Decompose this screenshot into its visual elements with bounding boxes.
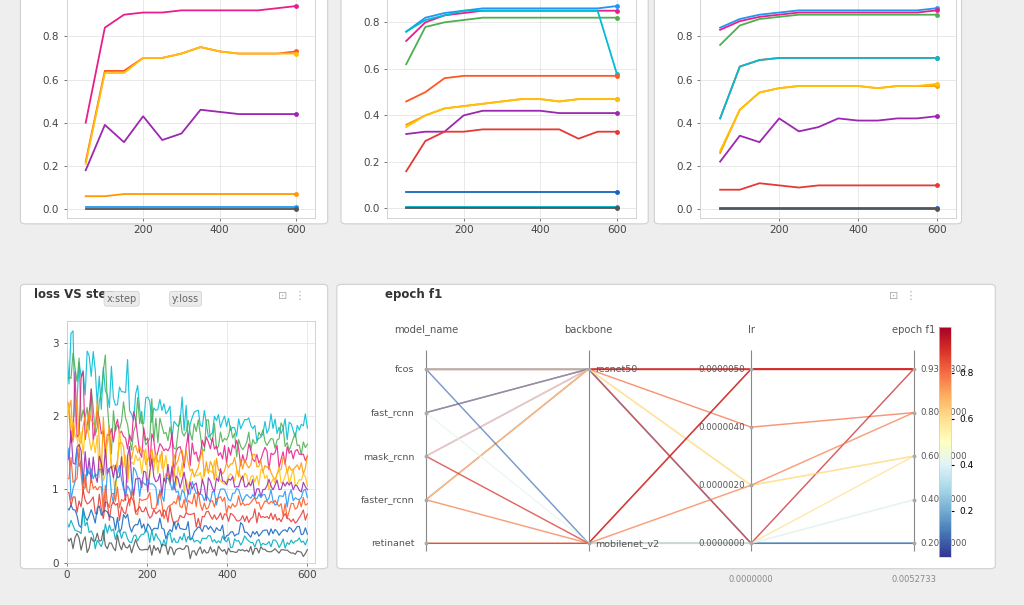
Text: loss VS step: loss VS step <box>34 289 115 301</box>
Text: ⊡  ⋮: ⊡ ⋮ <box>278 291 305 301</box>
Text: mask_rcnn: mask_rcnn <box>364 452 415 460</box>
Text: backbone: backbone <box>564 325 612 335</box>
Text: x:step: x:step <box>106 293 137 304</box>
Text: epoch f1: epoch f1 <box>892 325 935 335</box>
Text: fast_rcnn: fast_rcnn <box>371 408 415 417</box>
Text: 0.8000000: 0.8000000 <box>921 408 967 417</box>
Text: 0.6000000: 0.6000000 <box>921 452 967 460</box>
Text: 0.4000000: 0.4000000 <box>921 495 967 504</box>
Text: 0.0052733: 0.0052733 <box>891 575 936 584</box>
Text: 0.2000000: 0.2000000 <box>921 539 967 548</box>
Text: lr: lr <box>748 325 755 335</box>
Text: fcos: fcos <box>395 365 415 373</box>
Text: 0.0000000: 0.0000000 <box>698 539 744 548</box>
Text: 0.0000020: 0.0000020 <box>698 481 744 489</box>
Text: 0.0000040: 0.0000040 <box>698 423 744 431</box>
Text: retinanet: retinanet <box>371 539 415 548</box>
Text: mobilenet_v2: mobilenet_v2 <box>595 539 659 548</box>
Text: ⊡  ⋮: ⊡ ⋮ <box>889 291 916 301</box>
Text: faster_rcnn: faster_rcnn <box>360 495 415 504</box>
Text: model_name: model_name <box>394 324 458 335</box>
Text: 0.0000000: 0.0000000 <box>729 575 773 584</box>
Text: resnet50: resnet50 <box>595 365 637 373</box>
Text: epoch f1: epoch f1 <box>385 289 442 301</box>
Text: 0.0000050: 0.0000050 <box>698 365 744 373</box>
Text: y:loss: y:loss <box>172 293 199 304</box>
Text: 0.9315302: 0.9315302 <box>921 365 967 373</box>
